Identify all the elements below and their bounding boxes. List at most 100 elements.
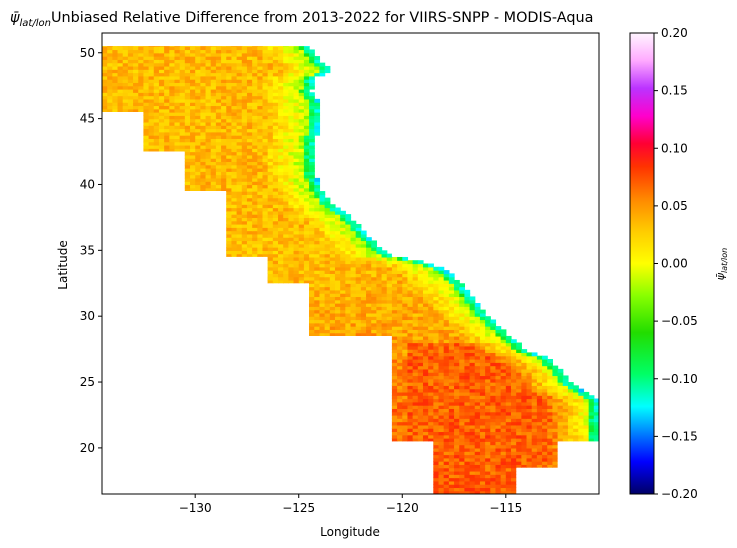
heatmap-cell xyxy=(298,312,305,317)
heatmap-cell xyxy=(324,319,331,324)
heatmap-cell xyxy=(391,434,398,439)
heatmap-cell xyxy=(298,424,305,429)
heatmap-cell xyxy=(288,467,295,472)
heatmap-cell xyxy=(376,487,383,492)
heatmap-cell xyxy=(428,461,434,465)
heatmap-cell xyxy=(252,474,258,479)
heatmap-cell xyxy=(190,461,196,465)
heatmap-cell xyxy=(164,335,170,340)
heatmap-cell xyxy=(397,326,403,330)
heatmap-cell xyxy=(200,342,207,347)
heatmap-cell xyxy=(319,441,326,446)
heatmap-cell xyxy=(319,418,326,423)
heatmap-cell xyxy=(252,378,258,383)
heatmap-cell xyxy=(397,339,403,344)
heatmap-cell xyxy=(495,408,502,413)
heatmap-cell xyxy=(184,438,191,442)
heatmap-cell xyxy=(521,358,528,363)
heatmap-cell xyxy=(184,477,191,482)
heatmap-cell xyxy=(422,391,429,396)
heatmap-cell xyxy=(345,424,352,429)
heatmap-cell xyxy=(469,332,476,337)
heatmap-cell xyxy=(500,352,507,357)
heatmap-cell xyxy=(127,457,134,462)
heatmap-cell xyxy=(355,365,362,370)
heatmap-cell xyxy=(329,326,336,330)
heatmap-cell xyxy=(417,329,424,334)
heatmap-cell xyxy=(366,365,372,370)
heatmap-cell xyxy=(381,388,388,393)
heatmap-cell xyxy=(360,398,367,403)
heatmap-cell xyxy=(221,484,227,489)
heatmap-cell xyxy=(148,470,155,475)
heatmap-cell xyxy=(433,335,440,340)
heatmap-cell xyxy=(164,358,170,363)
heatmap-cell xyxy=(272,428,279,433)
heatmap-cell xyxy=(428,326,434,330)
heatmap-cell xyxy=(153,339,160,344)
heatmap-cell xyxy=(588,411,595,416)
heatmap-cell xyxy=(464,480,471,485)
heatmap-cell xyxy=(267,447,274,452)
heatmap-cell xyxy=(360,457,367,462)
heatmap-cell xyxy=(257,441,264,446)
heatmap-cell xyxy=(428,345,434,350)
heatmap-cell xyxy=(433,444,440,449)
heatmap-cell xyxy=(272,454,279,459)
heatmap-cell xyxy=(479,375,486,380)
heatmap-cell xyxy=(547,451,554,456)
heatmap-cell xyxy=(221,362,227,367)
heatmap-cell xyxy=(557,428,564,433)
heatmap-cell xyxy=(107,375,113,380)
heatmap-cell xyxy=(246,316,253,321)
heatmap-cell xyxy=(552,388,559,393)
heatmap-cell xyxy=(122,365,129,370)
heatmap-cell xyxy=(490,368,497,373)
heatmap-cell xyxy=(531,358,538,363)
heatmap-cell xyxy=(469,355,476,360)
heatmap-cell xyxy=(371,414,377,419)
heatmap-cell xyxy=(143,309,150,314)
heatmap-cell xyxy=(583,441,590,446)
heatmap-cell xyxy=(531,398,538,403)
heatmap-cell xyxy=(246,319,253,324)
heatmap-cell xyxy=(319,398,326,403)
heatmap-cell xyxy=(252,401,258,406)
heatmap-cell xyxy=(324,421,331,426)
heatmap-cell xyxy=(246,395,253,400)
heatmap-cell xyxy=(112,470,119,475)
heatmap-cell xyxy=(262,467,269,472)
heatmap-cell xyxy=(195,326,201,330)
heatmap-cell xyxy=(490,345,497,350)
heatmap-cell xyxy=(215,385,222,390)
heatmap-cell xyxy=(143,355,150,360)
heatmap-cell xyxy=(262,421,269,426)
heatmap-cell xyxy=(433,365,440,370)
heatmap-cell xyxy=(412,322,419,327)
heatmap-cell xyxy=(153,480,160,485)
heatmap-cell xyxy=(438,335,445,340)
heatmap-cell xyxy=(474,358,481,363)
heatmap-cell xyxy=(221,368,227,373)
heatmap-cell xyxy=(143,474,150,479)
heatmap-cell xyxy=(588,464,595,469)
heatmap-cell xyxy=(334,434,341,439)
heatmap-cell xyxy=(262,391,269,396)
heatmap-cell xyxy=(195,349,201,353)
heatmap-cell xyxy=(298,335,305,340)
heatmap-cell xyxy=(112,411,119,416)
heatmap-cell xyxy=(495,405,502,409)
heatmap-cell xyxy=(303,382,310,386)
heatmap-cell xyxy=(443,352,450,357)
heatmap-cell xyxy=(350,342,357,347)
heatmap-cell xyxy=(231,454,238,459)
heatmap-cell xyxy=(490,424,497,429)
heatmap-cell xyxy=(112,467,119,472)
heatmap-cell xyxy=(158,484,165,489)
heatmap-cell xyxy=(283,382,289,386)
heatmap-cell xyxy=(443,474,450,479)
heatmap-cell xyxy=(164,375,170,380)
heatmap-cell xyxy=(366,368,372,373)
heatmap-cell xyxy=(169,362,176,367)
heatmap-cell xyxy=(143,441,150,446)
